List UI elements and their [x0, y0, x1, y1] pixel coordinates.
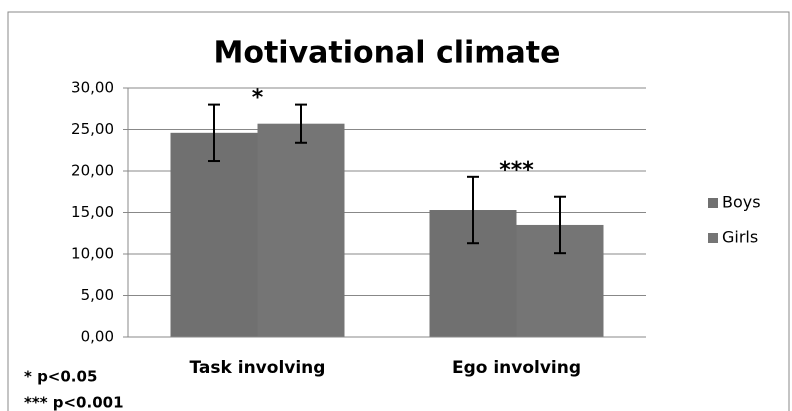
footnote: * p<0.05	[24, 368, 97, 386]
y-tick-label: 15,00	[71, 203, 114, 221]
chart-title: Motivational climate	[214, 36, 561, 71]
y-tick-label: 10,00	[71, 245, 114, 263]
y-tick-label: 20,00	[71, 162, 114, 180]
y-tick-label: 25,00	[71, 120, 114, 138]
bar	[257, 123, 345, 337]
x-tick-label: Task involving	[190, 358, 326, 378]
chart-frame	[7, 11, 790, 411]
y-tick-label: 5,00	[81, 286, 114, 304]
legend-swatch	[708, 233, 718, 243]
y-tick-label: 0,00	[81, 328, 114, 346]
bar	[170, 132, 258, 337]
legend-swatch	[708, 198, 718, 208]
significance-mark: *	[252, 86, 264, 111]
y-tick-label: 30,00	[71, 79, 114, 97]
legend-label: Boys	[722, 193, 761, 212]
footnote: *** p<0.001	[24, 394, 124, 411]
legend-label: Girls	[722, 228, 758, 247]
significance-mark: ***	[499, 158, 534, 183]
x-tick-label: Ego involving	[452, 358, 581, 378]
